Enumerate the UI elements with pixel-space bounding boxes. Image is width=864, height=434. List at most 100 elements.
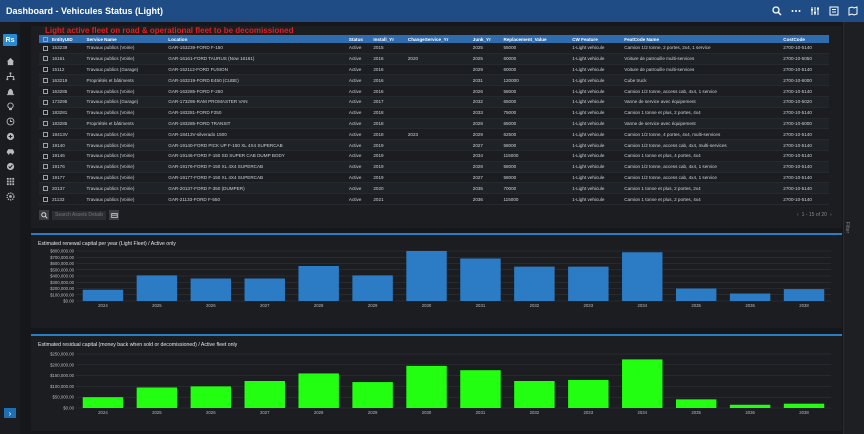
- bar[interactable]: [190, 386, 232, 408]
- column-header[interactable]: CostCode: [782, 35, 829, 43]
- column-header[interactable]: Replacement_Value: [502, 35, 572, 43]
- table-row[interactable]: 19176 Travaux publics (Voirie) GAR-19176-F…: [39, 161, 829, 173]
- bar[interactable]: [622, 252, 663, 301]
- row-checkbox[interactable]: [39, 150, 51, 162]
- table-row[interactable]: 16161 Travaux publics (Voirie) GAR-16161-F…: [39, 53, 829, 65]
- bar[interactable]: [675, 399, 717, 408]
- bar[interactable]: [568, 266, 609, 301]
- filter-panel-collapsed[interactable]: Filter: [843, 22, 864, 434]
- bar[interactable]: [568, 379, 609, 408]
- table-row[interactable]: 19177 Travaux publics (Voirie) GAR-19177-F…: [39, 172, 829, 184]
- bar[interactable]: [244, 278, 285, 302]
- x-tick-label: 2031: [476, 303, 486, 308]
- bar[interactable]: [729, 293, 771, 302]
- column-header[interactable]: ChangeService_Yr: [406, 35, 472, 43]
- select-all-checkbox[interactable]: [39, 35, 51, 43]
- column-header[interactable]: Status: [347, 35, 373, 43]
- table-row[interactable]: 183285 Propriétés et bâtiments GAR-183285-…: [39, 118, 829, 130]
- bar[interactable]: [514, 266, 555, 301]
- row-checkbox[interactable]: [39, 139, 51, 151]
- bar[interactable]: [783, 289, 825, 301]
- export-icon[interactable]: [109, 210, 119, 220]
- bar[interactable]: [406, 251, 447, 301]
- bar[interactable]: [244, 381, 285, 408]
- row-checkbox[interactable]: [39, 172, 51, 184]
- table-cell: 2035: [471, 182, 503, 195]
- bar[interactable]: [298, 373, 339, 408]
- bar[interactable]: [406, 365, 447, 408]
- row-checkbox[interactable]: [39, 182, 51, 195]
- column-header[interactable]: Install_Yr: [372, 35, 407, 43]
- column-header[interactable]: CW Feature: [571, 35, 624, 43]
- table-row[interactable]: 183281 Travaux publics (Voirie) GAR-183281…: [39, 107, 829, 119]
- table-cell: GAR-183281-FORD F250: [167, 107, 348, 119]
- row-checkbox[interactable]: [39, 96, 51, 108]
- bar[interactable]: [136, 387, 178, 408]
- table-cell: Propriétés et bâtiments: [85, 74, 168, 87]
- expand-rail-button[interactable]: ›: [4, 408, 16, 418]
- row-checkbox[interactable]: [39, 161, 51, 173]
- alarm-icon[interactable]: [5, 86, 15, 96]
- row-checkbox[interactable]: [39, 128, 51, 141]
- row-checkbox[interactable]: [39, 64, 51, 76]
- hierarchy-icon[interactable]: [5, 71, 15, 81]
- column-header[interactable]: Service Name: [85, 35, 168, 43]
- settings-icon[interactable]: [5, 191, 15, 201]
- bar[interactable]: [729, 404, 771, 408]
- apps-icon[interactable]: [5, 176, 15, 186]
- column-header[interactable]: EntityUID: [51, 35, 86, 43]
- search-icon[interactable]: [772, 6, 782, 16]
- bar[interactable]: [190, 278, 232, 302]
- add-icon[interactable]: [5, 131, 15, 141]
- row-checkbox[interactable]: [39, 193, 51, 205]
- table-row[interactable]: 19146 Travaux publics (Voirie) GAR-19146-F…: [39, 150, 829, 162]
- more-icon[interactable]: [791, 6, 801, 16]
- table-row[interactable]: 18413V Travaux publics (Voirie) GAR-18413V…: [39, 128, 829, 141]
- bar[interactable]: [352, 382, 393, 408]
- list-icon[interactable]: [829, 6, 839, 16]
- row-checkbox[interactable]: [39, 43, 51, 54]
- bar[interactable]: [136, 275, 178, 301]
- bar[interactable]: [783, 403, 825, 408]
- column-header[interactable]: Location: [167, 35, 348, 43]
- table-row[interactable]: 153239 Travaux publics (Voirie) GAR-153239…: [39, 43, 829, 54]
- column-header[interactable]: Junk_Yr: [471, 35, 503, 43]
- filter-icon[interactable]: [810, 6, 820, 16]
- bar[interactable]: [352, 275, 393, 301]
- prev-page-button[interactable]: ‹: [797, 212, 799, 218]
- table-row[interactable]: 20137 Travaux publics (Voirie) GAR-20137-F…: [39, 182, 829, 195]
- table-row[interactable]: 173295 Travaux publics (Garage) GAR-173295…: [39, 96, 829, 108]
- bar[interactable]: [675, 288, 717, 302]
- bar[interactable]: [82, 289, 124, 301]
- table-row[interactable]: 15112 Travaux publics (Garage) GAR-152112-…: [39, 64, 829, 76]
- row-checkbox[interactable]: [39, 85, 51, 97]
- bar[interactable]: [298, 266, 339, 301]
- row-checkbox[interactable]: [39, 74, 51, 87]
- row-checkbox[interactable]: [39, 107, 51, 119]
- bar[interactable]: [622, 359, 663, 408]
- table-row[interactable]: 21133 Travaux publics (Voirie) GAR-21133-F…: [39, 193, 829, 205]
- renewal-chart: $0.00 $100,000.00$200,000.00$300,000.00$4…: [50, 249, 831, 308]
- map-icon[interactable]: [848, 6, 858, 16]
- bar[interactable]: [460, 370, 501, 408]
- bar[interactable]: [82, 397, 124, 408]
- check-icon[interactable]: [5, 161, 15, 171]
- history-icon[interactable]: [5, 116, 15, 126]
- table-row[interactable]: 163219 Propriétés et bâtiments GAR-163219-…: [39, 74, 829, 87]
- app-logo[interactable]: Rs: [3, 34, 17, 46]
- search-button[interactable]: [39, 210, 49, 220]
- table-cell: 2016: [372, 53, 407, 65]
- bar[interactable]: [460, 258, 501, 302]
- column-header[interactable]: FeatCode Name: [623, 35, 783, 43]
- search-input[interactable]: [52, 210, 106, 220]
- lightbulb-icon[interactable]: [5, 101, 15, 111]
- car-icon[interactable]: [5, 146, 15, 156]
- table-row[interactable]: 19140 Travaux publics (Voirie) GAR-19140-F…: [39, 139, 829, 151]
- next-page-button[interactable]: ›: [829, 212, 832, 218]
- row-checkbox[interactable]: [39, 118, 51, 130]
- home-icon[interactable]: [5, 56, 15, 66]
- bar[interactable]: [514, 381, 555, 408]
- table-row[interactable]: 163285 Travaux publics (Voirie) GAR-163285…: [39, 85, 829, 97]
- table-cell: Active: [347, 161, 373, 173]
- row-checkbox[interactable]: [39, 53, 51, 65]
